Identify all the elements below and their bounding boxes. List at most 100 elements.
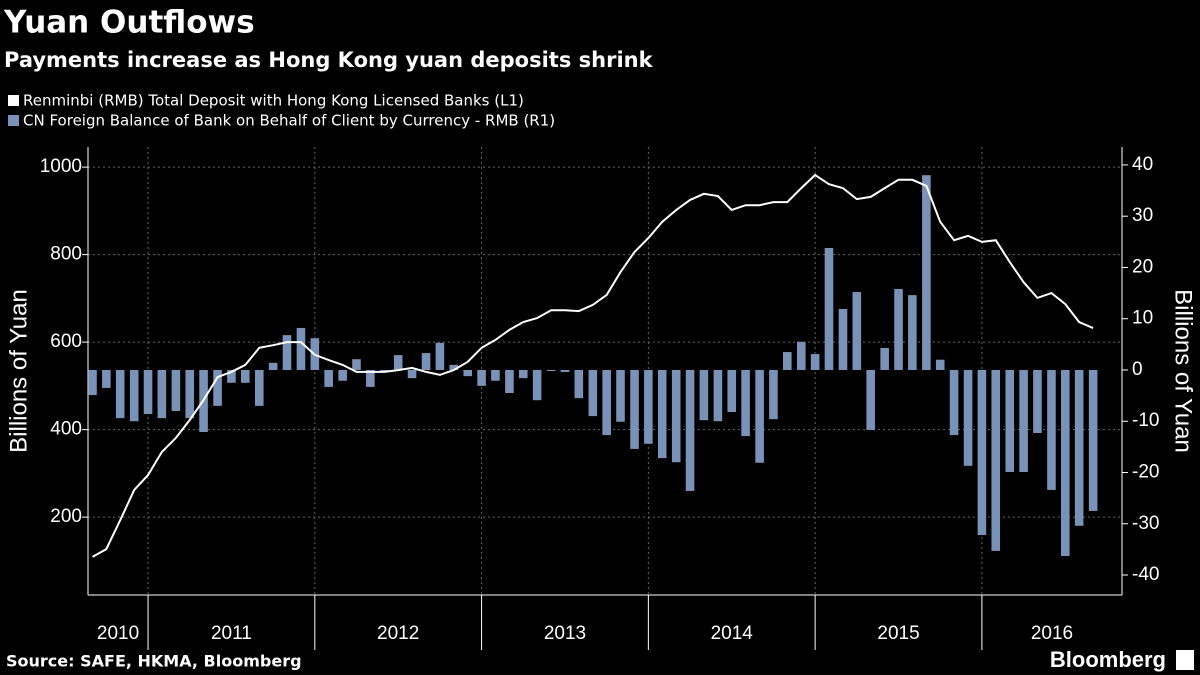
bar <box>602 369 611 436</box>
bar <box>922 175 931 370</box>
bar <box>797 341 806 370</box>
y2-tick-label: -10 <box>1132 410 1159 431</box>
bar <box>518 369 528 379</box>
bar <box>713 369 723 422</box>
bar <box>240 369 250 383</box>
bar <box>769 369 778 420</box>
bar <box>949 369 959 436</box>
x-tick-label: 2014 <box>711 623 754 644</box>
bar <box>282 335 292 370</box>
bar <box>866 369 875 430</box>
bar <box>657 369 667 459</box>
bar <box>185 369 195 419</box>
y2-tick-label: 0 <box>1132 359 1143 380</box>
bar <box>894 288 903 370</box>
bar <box>1033 369 1042 434</box>
bar <box>588 369 598 417</box>
bar <box>1019 369 1028 472</box>
y2-tick-label: -30 <box>1132 513 1159 534</box>
bar <box>102 369 111 388</box>
x-tick-label: 2012 <box>377 623 419 644</box>
bar <box>880 347 889 370</box>
bar <box>824 247 834 370</box>
bar <box>477 369 486 386</box>
source: Source: SAFE, HKMA, Bloomberg <box>6 652 302 671</box>
bar <box>129 369 139 422</box>
bar <box>630 369 639 449</box>
y2-tick-label: 20 <box>1132 256 1153 277</box>
bar <box>741 369 750 437</box>
bar <box>380 369 389 372</box>
legend-swatch <box>8 95 19 106</box>
legend-label: CN Foreign Balance of Bank on Behalf of … <box>23 112 555 130</box>
bar <box>143 369 153 415</box>
x-tick-label: 2013 <box>544 623 586 644</box>
bar <box>338 369 347 381</box>
bar <box>644 369 653 444</box>
y2-axis-label: Billions of Yuan <box>1170 289 1197 453</box>
bar <box>977 369 987 536</box>
y-axis-label: Billions of Yuan <box>5 289 32 453</box>
bar <box>1005 369 1015 472</box>
bar <box>449 364 459 370</box>
y-tick-label: 200 <box>50 506 82 527</box>
bar <box>393 355 403 370</box>
y2-tick-label: 30 <box>1132 205 1153 226</box>
bar <box>505 369 514 394</box>
bar <box>352 359 361 370</box>
bar <box>574 369 584 399</box>
y2-tick-label: 40 <box>1132 154 1153 175</box>
bar <box>1047 369 1056 490</box>
bar <box>1088 369 1098 511</box>
bar <box>115 369 125 419</box>
x-tick-label: 2010 <box>97 623 139 644</box>
bar <box>88 369 97 396</box>
chart-title: Yuan Outflows <box>3 5 255 41</box>
bar <box>991 369 1001 551</box>
x-tick-label: 2015 <box>877 623 919 644</box>
legend-swatch <box>8 115 19 126</box>
x-tick-label: 2016 <box>1031 623 1073 644</box>
bar <box>852 292 862 370</box>
bar <box>254 369 264 406</box>
bar <box>171 369 181 411</box>
bar <box>699 369 709 421</box>
legend-label: Renminbi (RMB) Total Deposit with Hong K… <box>23 92 524 110</box>
bar <box>157 369 167 419</box>
x-tick-label: 2011 <box>211 623 252 644</box>
y-tick-label: 400 <box>50 419 82 440</box>
bar <box>324 369 333 387</box>
bar <box>421 353 431 370</box>
bar <box>407 369 417 379</box>
bar <box>727 369 737 413</box>
bar <box>935 359 945 370</box>
bar <box>908 295 917 370</box>
y-tick-label: 600 <box>50 331 82 352</box>
y-tick-label: 800 <box>50 244 82 265</box>
bar <box>963 369 973 466</box>
y-tick-label: 1000 <box>40 156 82 177</box>
bar <box>268 362 278 370</box>
bar <box>1061 369 1070 557</box>
y2-tick-label: -40 <box>1132 564 1159 585</box>
bar <box>616 369 625 422</box>
chart-subtitle: Payments increase as Hong Kong yuan depo… <box>4 48 654 72</box>
bar <box>296 327 306 370</box>
bar <box>213 369 222 406</box>
brand-icon <box>1176 650 1194 670</box>
y2-tick-label: -20 <box>1132 462 1159 483</box>
bar <box>560 369 570 373</box>
bar <box>227 369 236 383</box>
bar <box>810 354 820 370</box>
bar <box>671 369 681 463</box>
bar <box>838 308 848 370</box>
bar <box>435 342 445 370</box>
bar <box>685 369 695 491</box>
bar <box>463 369 473 377</box>
brand: Bloomberg <box>1050 647 1166 672</box>
bar <box>1074 369 1084 526</box>
bar <box>546 369 556 371</box>
bar <box>755 369 764 463</box>
